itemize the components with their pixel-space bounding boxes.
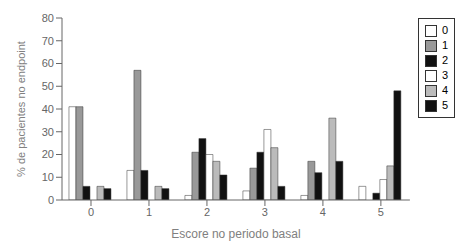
svg-text:1: 1: [146, 206, 152, 218]
svg-text:5: 5: [378, 206, 384, 218]
html-text:0: 0: [441, 24, 448, 36]
svg-text:50: 50: [42, 80, 54, 92]
svg-text:70: 70: [42, 35, 54, 47]
svg-text:60: 60: [42, 57, 54, 69]
svg-text:% de pacientes no endpoint: % de pacientes no endpoint: [15, 41, 27, 177]
svg-text:4: 4: [320, 206, 326, 218]
svg-text:2: 2: [204, 206, 210, 218]
html-text:2: 2: [441, 54, 448, 66]
svg-text:80: 80: [42, 12, 54, 24]
svg-text:0: 0: [48, 194, 54, 206]
html-text:1: 1: [441, 39, 448, 51]
html-text:3: 3: [441, 69, 448, 81]
svg-text:40: 40: [42, 103, 54, 115]
svg-text:10: 10: [42, 171, 54, 183]
svg-text:3: 3: [262, 206, 268, 218]
svg-text:Escore no periodo basal: Escore no periodo basal: [171, 227, 300, 241]
svg-text:30: 30: [42, 126, 54, 138]
html-text:4: 4: [441, 84, 448, 96]
svg-text:20: 20: [42, 148, 54, 160]
html-text:5: 5: [441, 99, 448, 111]
svg-text:0: 0: [88, 206, 94, 218]
